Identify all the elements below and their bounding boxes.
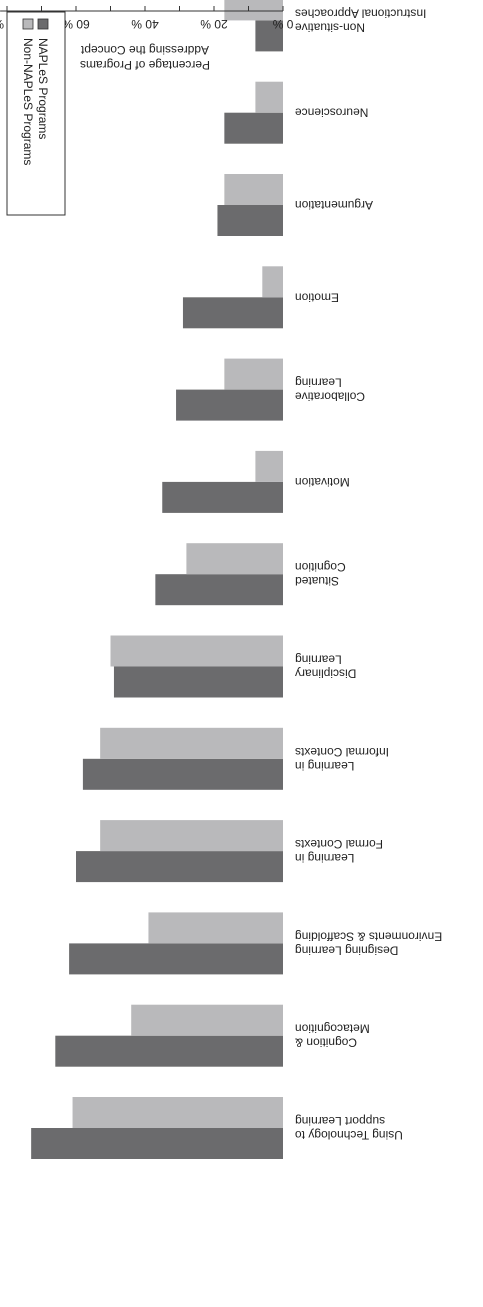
bar-non-naples-0 [72,1097,283,1128]
bar-non-naples-8 [224,358,283,390]
x-tick-label-0: 0 % [272,17,293,31]
category-label-1: Cognition &Metacognition [295,1022,370,1050]
bar-non-naples-5 [110,635,283,667]
category-label-5: DisciplinaryLearning [295,653,356,681]
x-tick-label-3: 60 % [62,17,90,31]
category-label-2: Designing LearningEnvironments & Scaffol… [295,929,442,957]
category-label-12: Non-situativeInstructional Approaches [295,6,427,34]
bar-non-naples-1 [131,1004,283,1036]
bar-naples-6 [155,574,283,606]
bar-naples-2 [69,943,283,975]
bar-non-naples-3 [100,820,283,852]
bar-naples-0 [31,1128,283,1159]
category-label-10: Argumentation [295,198,373,212]
category-label-7: Motivation [295,475,350,489]
bar-naples-12 [255,20,283,52]
category-label-11: Neuroscience [295,106,369,120]
bar-naples-5 [113,666,283,698]
category-label-8: CollaborativeLearning [295,376,365,404]
bar-non-naples-12 [224,0,283,21]
category-label-4: Learning inInformal Contexts [295,745,389,773]
category-label-3: Learning inFormal Contexts [295,837,383,865]
bar-naples-11 [224,112,283,144]
category-label-0: Using Technology tosupport Learning [295,1114,403,1142]
legend-box [6,11,66,216]
bar-non-naples-10 [224,174,283,205]
x-tick-label-1: 20 % [200,17,228,31]
axis-title-line-1: Addressing the Concept [80,43,209,57]
category-label-6: SituatedCognition [295,560,346,588]
bar-non-naples-7 [255,450,283,482]
bar-naples-10 [217,205,283,236]
bar-naples-1 [55,1035,283,1067]
bar-non-naples-6 [186,543,283,575]
legend-label-0: NAPLeS Programs [36,38,50,139]
legend-label-1: Non-NAPLeS Programs [21,38,35,165]
bar-naples-8 [176,389,283,421]
bar-naples-7 [162,481,283,513]
bar-non-naples-9 [262,266,283,298]
category-label-9: Emotion [295,290,339,304]
bar-naples-3 [76,851,283,883]
bar-non-naples-11 [255,81,283,113]
legend-swatch-1 [22,18,34,30]
axis-title-line-0: Percentage of Programs [80,58,210,72]
bar-naples-9 [182,297,283,329]
bar-non-naples-4 [100,727,283,759]
x-tick-label-2: 40 % [131,17,159,31]
bar-naples-4 [82,758,283,790]
bar-non-naples-2 [148,912,283,944]
legend-swatch-0 [37,18,49,30]
